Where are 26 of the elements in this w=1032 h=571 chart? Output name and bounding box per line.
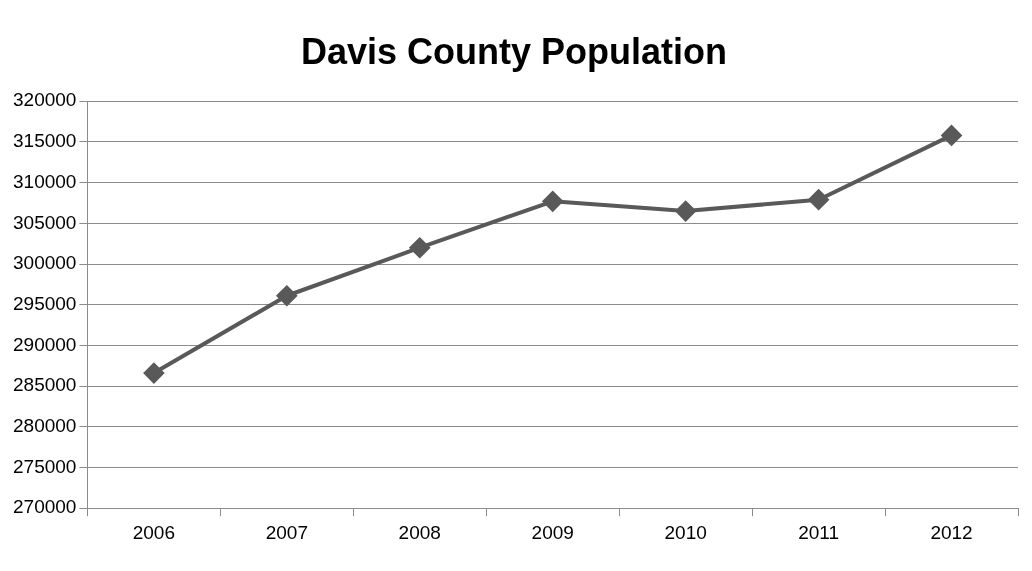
point <box>542 191 563 212</box>
x-tick-label: 2011 <box>798 521 840 543</box>
x-tick-label: 2012 <box>930 521 973 543</box>
y-tick-label: 305000 <box>13 211 77 233</box>
x-tick-label: 2009 <box>531 521 574 543</box>
y-tick-label: 300000 <box>13 252 77 274</box>
y-tick-label: 285000 <box>13 374 77 396</box>
x-tick-label: 2007 <box>265 521 308 543</box>
point <box>941 125 962 146</box>
point <box>675 201 696 222</box>
y-tick-label: 275000 <box>13 455 77 477</box>
point <box>808 189 829 210</box>
x-tick-label: 2010 <box>664 521 707 543</box>
y-tick-label: 295000 <box>13 292 77 314</box>
point <box>276 285 297 306</box>
point <box>143 363 164 384</box>
y-tick-label: 290000 <box>13 333 77 355</box>
chart-title: Davis County Population <box>300 30 728 72</box>
y-tick-label: 320000 <box>13 89 77 111</box>
x-tick-label: 2006 <box>132 521 176 543</box>
x-tick-label: 2008 <box>398 521 441 543</box>
y-tick-label: 270000 <box>13 496 77 518</box>
y-tick-label: 315000 <box>13 130 77 152</box>
y-tick-label: 310000 <box>13 170 77 192</box>
point <box>409 237 430 258</box>
y-tick-label: 280000 <box>13 415 77 437</box>
